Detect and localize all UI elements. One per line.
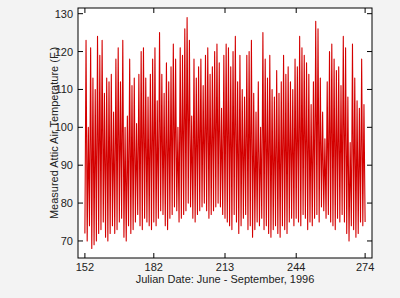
x-tick xyxy=(153,253,154,258)
y-axis-label: Measured Attic Air Temperature (F.) xyxy=(48,47,60,219)
x-tick-label: 244 xyxy=(287,261,305,273)
y-tick xyxy=(78,13,83,14)
y-tick-label: 90 xyxy=(61,159,73,171)
x-tick-top xyxy=(225,8,226,13)
x-tick-label: 152 xyxy=(76,261,94,273)
y-tick xyxy=(78,89,83,90)
y-tick xyxy=(78,165,83,166)
x-tick xyxy=(296,253,297,258)
y-tick-label: 70 xyxy=(61,235,73,247)
x-tick xyxy=(84,253,85,258)
chart: 708090100110120130152182213244274Julian … xyxy=(0,0,400,298)
x-tick-top xyxy=(365,8,366,13)
y-tick-right xyxy=(367,13,372,14)
y-tick-right xyxy=(367,240,372,241)
y-tick xyxy=(78,240,83,241)
x-tick xyxy=(365,253,366,258)
y-tick-right xyxy=(367,203,372,204)
temperature-line xyxy=(85,17,365,248)
y-tick-label: 80 xyxy=(61,197,73,209)
x-tick-top xyxy=(153,8,154,13)
y-tick-right xyxy=(367,127,372,128)
x-tick xyxy=(225,253,226,258)
x-tick-top xyxy=(84,8,85,13)
y-tick xyxy=(78,51,83,52)
plot-frame xyxy=(78,8,372,258)
x-tick-top xyxy=(296,8,297,13)
x-axis-label: Julian Date: June - September, 1996 xyxy=(136,273,315,285)
y-tick xyxy=(78,127,83,128)
y-tick-right xyxy=(367,51,372,52)
y-tick-right xyxy=(367,89,372,90)
y-tick-right xyxy=(367,165,372,166)
y-tick xyxy=(78,203,83,204)
data-group xyxy=(85,17,365,248)
y-tick-label: 130 xyxy=(55,8,73,20)
x-tick-label: 213 xyxy=(216,261,234,273)
x-tick-label: 182 xyxy=(145,261,163,273)
x-tick-label: 274 xyxy=(356,261,374,273)
plot-area xyxy=(78,8,372,258)
